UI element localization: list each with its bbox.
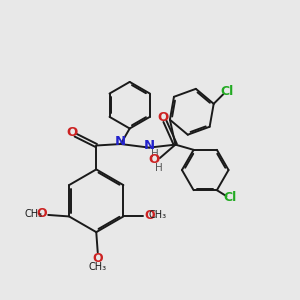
Text: Cl: Cl	[224, 191, 237, 204]
Text: H: H	[155, 163, 163, 172]
Text: O: O	[157, 111, 168, 124]
Text: O: O	[92, 253, 103, 266]
Text: O: O	[36, 207, 47, 220]
Text: O: O	[144, 209, 155, 222]
Text: N: N	[144, 139, 155, 152]
Text: CH₃: CH₃	[24, 209, 42, 219]
Text: CH₃: CH₃	[89, 262, 107, 272]
Text: O: O	[66, 126, 77, 139]
Text: O: O	[149, 153, 160, 166]
Text: H: H	[151, 149, 158, 159]
Text: Cl: Cl	[220, 85, 233, 98]
Text: CH₃: CH₃	[149, 210, 167, 220]
Text: N: N	[115, 134, 126, 148]
